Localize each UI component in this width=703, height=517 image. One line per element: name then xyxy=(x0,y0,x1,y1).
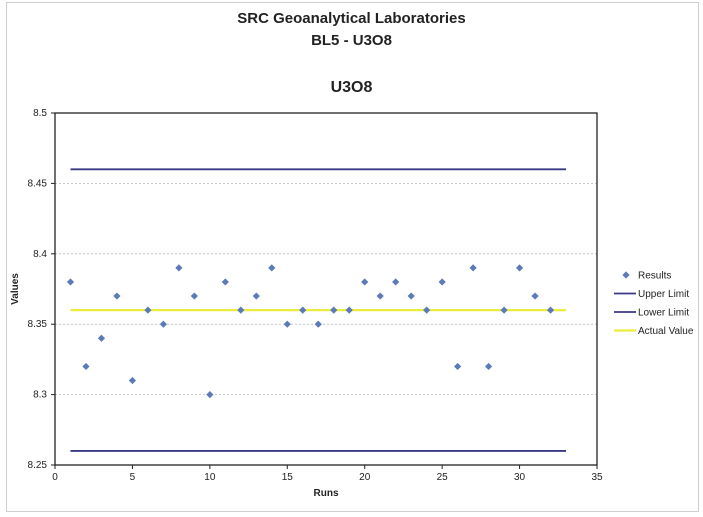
y-tick-label: 8.25 xyxy=(28,460,48,471)
result-point xyxy=(546,306,555,314)
x-tick-label: 5 xyxy=(130,472,136,483)
result-point xyxy=(485,362,493,371)
x-tick-label: 25 xyxy=(437,472,449,483)
result-point xyxy=(268,264,276,272)
y-tick-label: 8.45 xyxy=(28,178,48,189)
x-tick-label: 20 xyxy=(359,472,371,483)
result-point xyxy=(159,320,167,328)
result-point xyxy=(66,278,75,286)
lab-name-title: SRC Geoanalytical Laboratories xyxy=(237,10,466,27)
result-point xyxy=(221,278,229,286)
legend-label: Actual Value xyxy=(638,326,694,337)
result-point xyxy=(190,292,198,300)
result-point xyxy=(407,292,415,300)
result-point xyxy=(82,362,90,371)
result-point xyxy=(237,306,245,314)
legend-marker-results xyxy=(622,271,630,279)
legend-label: Results xyxy=(638,271,671,282)
x-tick-label: 10 xyxy=(204,472,216,483)
y-tick-label: 8.5 xyxy=(33,108,47,119)
result-point xyxy=(376,292,384,300)
result-point xyxy=(515,264,524,272)
result-point xyxy=(500,306,508,314)
y-axis-label: Values xyxy=(10,273,21,305)
sample-title: BL5 - U3O8 xyxy=(311,32,392,49)
result-point xyxy=(531,292,539,300)
x-axis-label: Runs xyxy=(314,488,339,499)
result-point xyxy=(252,292,260,300)
y-tick-label: 8.4 xyxy=(33,249,47,260)
result-point xyxy=(97,334,106,342)
result-point xyxy=(144,306,152,314)
x-tick-label: 30 xyxy=(514,472,526,483)
result-point xyxy=(283,320,291,328)
result-point xyxy=(299,306,307,314)
chart-title: U3O8 xyxy=(330,79,373,96)
x-tick-label: 0 xyxy=(52,472,58,483)
chart-frame xyxy=(6,2,699,512)
plot-area-border xyxy=(54,112,598,466)
result-point xyxy=(423,306,431,314)
result-point xyxy=(469,264,477,272)
result-point xyxy=(345,306,353,314)
result-point xyxy=(314,320,322,328)
result-point xyxy=(128,376,137,385)
y-tick-label: 8.35 xyxy=(28,319,48,330)
result-point xyxy=(330,306,338,314)
result-point xyxy=(175,264,183,272)
result-point xyxy=(454,362,462,371)
result-point xyxy=(438,278,446,286)
result-point xyxy=(206,391,214,399)
x-tick-label: 15 xyxy=(282,472,294,483)
legend-label: Lower Limit xyxy=(638,308,689,319)
y-tick-label: 8.3 xyxy=(33,390,47,401)
result-point xyxy=(392,278,400,286)
result-point xyxy=(113,292,121,300)
x-tick-label: 35 xyxy=(591,472,603,483)
legend-label: Upper Limit xyxy=(638,289,689,300)
result-point xyxy=(361,278,369,286)
